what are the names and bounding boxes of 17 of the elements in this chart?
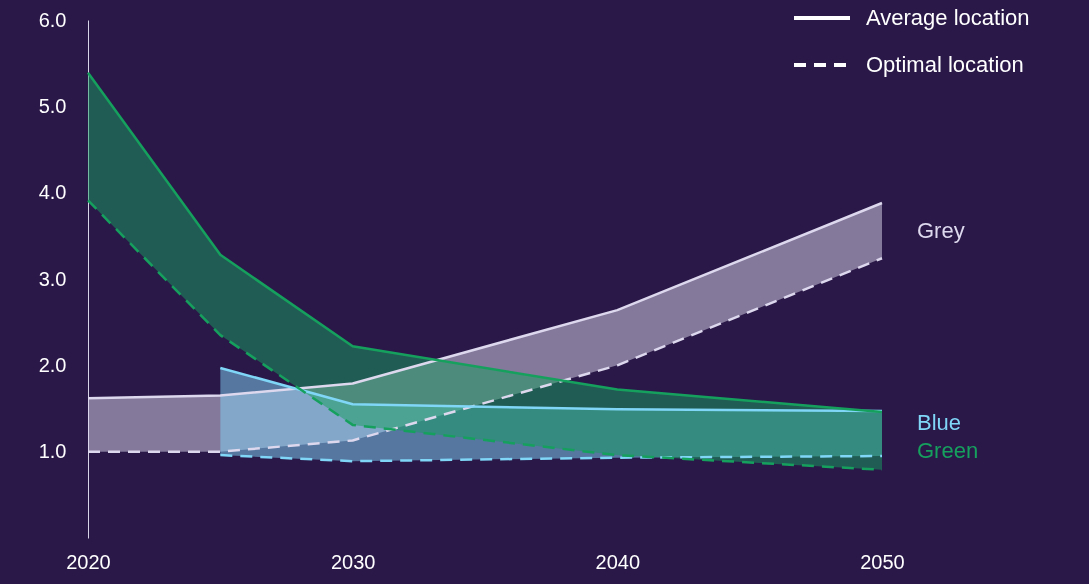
series-label: Grey xyxy=(917,217,965,243)
x-tick-label: 2040 xyxy=(595,550,641,573)
series-label: Green xyxy=(917,438,979,464)
y-tick-label: 5.0 xyxy=(38,94,67,117)
y-tick-label: 2.0 xyxy=(38,353,67,376)
y-tick-label: 4.0 xyxy=(38,181,67,204)
line-series xyxy=(219,453,884,463)
y-tick-label: 1.0 xyxy=(38,440,67,463)
annotation: Average location xyxy=(866,5,1030,30)
x-tick-label: 2050 xyxy=(860,550,905,573)
annotation: Optimal location xyxy=(866,52,1024,77)
x-tick-label: 2030 xyxy=(330,550,376,573)
x-tick-label: 2020 xyxy=(66,550,111,573)
y-tick-label: 6.0 xyxy=(38,8,67,31)
y-tick-label: 3.0 xyxy=(38,267,67,290)
line-series xyxy=(219,366,884,413)
series-label: Blue xyxy=(917,410,962,436)
